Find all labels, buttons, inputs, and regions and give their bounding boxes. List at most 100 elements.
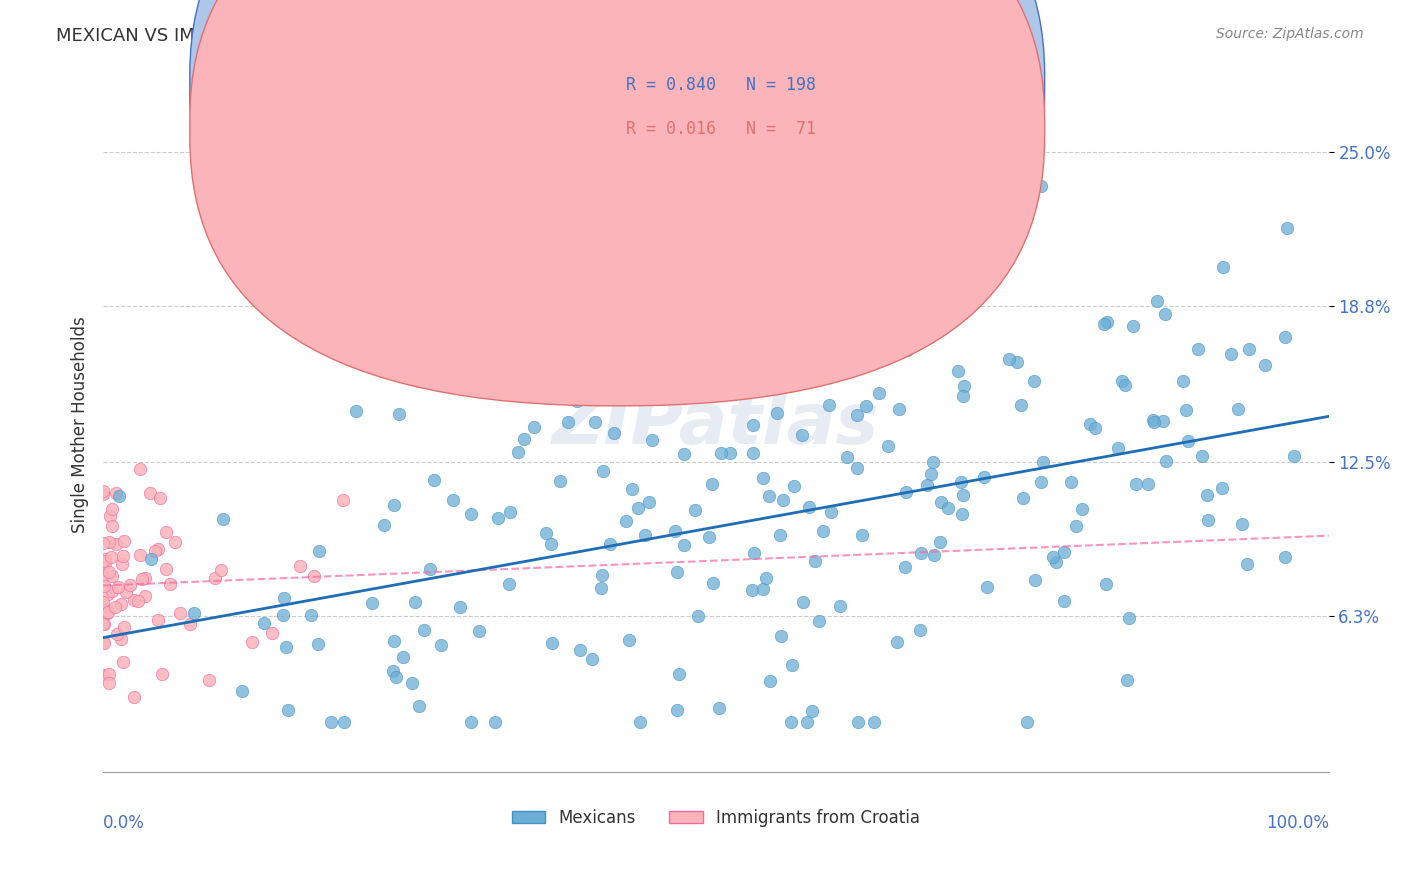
Point: [540, 536, 562, 550]
Point: [179, 617, 201, 632]
Point: [1005, 355, 1028, 369]
Point: [718, 446, 741, 460]
Point: [361, 596, 384, 610]
Point: [583, 416, 606, 430]
Point: [93, 535, 115, 549]
Point: [94, 552, 117, 566]
Point: [97, 605, 120, 619]
Point: [702, 576, 724, 591]
Point: [146, 613, 169, 627]
Point: [1237, 343, 1260, 357]
Point: [1010, 398, 1032, 412]
Point: [302, 568, 325, 582]
Point: [752, 470, 775, 484]
Point: [1154, 454, 1177, 468]
Point: [741, 582, 763, 597]
Point: [1066, 518, 1088, 533]
Point: [673, 538, 696, 552]
Point: [127, 593, 149, 607]
Point: [804, 554, 827, 568]
Point: [772, 493, 794, 508]
Point: [134, 589, 156, 603]
Point: [97, 587, 120, 601]
Point: [1212, 260, 1234, 275]
Text: ZIPatlas: ZIPatlas: [553, 390, 880, 459]
Point: [385, 670, 408, 684]
Point: [319, 715, 342, 730]
Point: [460, 507, 482, 521]
Point: [299, 608, 322, 623]
Point: [755, 571, 778, 585]
Point: [710, 446, 733, 460]
Point: [91, 567, 114, 582]
Point: [780, 658, 803, 673]
Point: [1236, 558, 1258, 572]
Point: [1095, 577, 1118, 591]
Text: Source: ZipAtlas.com: Source: ZipAtlas.com: [1216, 27, 1364, 41]
Point: [700, 477, 723, 491]
Point: [93, 603, 115, 617]
Point: [183, 606, 205, 620]
Point: [668, 666, 690, 681]
Point: [568, 643, 591, 657]
Point: [155, 562, 177, 576]
Point: [332, 493, 354, 508]
Point: [240, 634, 263, 648]
Point: [344, 403, 367, 417]
Point: [107, 580, 129, 594]
Point: [1143, 415, 1166, 429]
Point: [91, 600, 114, 615]
Point: [889, 401, 911, 416]
Point: [271, 607, 294, 622]
Point: [93, 483, 115, 498]
Point: [274, 640, 297, 654]
Point: [537, 376, 560, 390]
Point: [707, 701, 730, 715]
Point: [1211, 482, 1233, 496]
Point: [1122, 318, 1144, 333]
Point: [638, 494, 661, 508]
Point: [592, 464, 614, 478]
Point: [129, 462, 152, 476]
Point: [846, 715, 869, 730]
Point: [807, 614, 830, 628]
Point: [1187, 342, 1209, 356]
Point: [373, 517, 395, 532]
Point: [924, 549, 946, 563]
Point: [1015, 715, 1038, 730]
Point: [1031, 475, 1053, 489]
Point: [1092, 317, 1115, 331]
Point: [149, 491, 172, 505]
Point: [115, 585, 138, 599]
Point: [308, 544, 330, 558]
Point: [163, 535, 186, 549]
Point: [110, 597, 132, 611]
Point: [98, 508, 121, 523]
Point: [672, 447, 695, 461]
Point: [143, 544, 166, 558]
Point: [412, 623, 434, 637]
Point: [204, 571, 226, 585]
Point: [273, 591, 295, 605]
Point: [93, 616, 115, 631]
Point: [765, 406, 787, 420]
Point: [91, 487, 114, 501]
Point: [97, 534, 120, 549]
Point: [401, 676, 423, 690]
Point: [91, 617, 114, 632]
Point: [799, 500, 821, 514]
Point: [1024, 574, 1046, 588]
Point: [921, 455, 943, 469]
Point: [855, 347, 877, 361]
Text: 0.0%: 0.0%: [103, 814, 145, 831]
Point: [666, 703, 689, 717]
Point: [498, 576, 520, 591]
Point: [908, 623, 931, 637]
Point: [197, 673, 219, 687]
Point: [894, 484, 917, 499]
Point: [101, 501, 124, 516]
Point: [665, 565, 688, 579]
Point: [591, 568, 613, 582]
Point: [392, 649, 415, 664]
Point: [93, 579, 115, 593]
